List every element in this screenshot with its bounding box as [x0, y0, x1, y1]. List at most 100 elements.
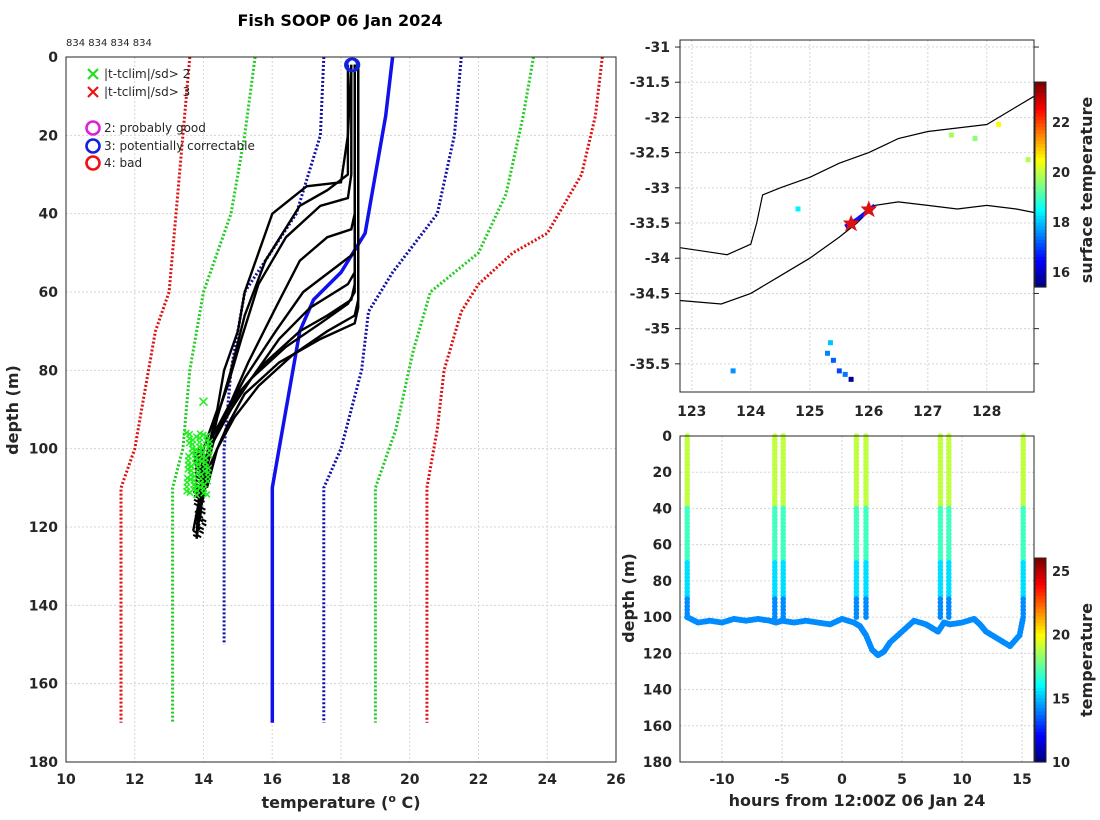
profile-bottom-noise [200, 506, 206, 511]
section-x-tick-label: 0 [837, 772, 847, 788]
sst-colorbar-segment [1035, 246, 1046, 251]
section-cast-point [853, 614, 860, 620]
outlier-2sd-marker [197, 470, 205, 478]
sst-colorbar-segment [1035, 88, 1046, 93]
legend-label: 3: potentially correctable [104, 139, 255, 153]
sst-colorbar-segment [1035, 191, 1046, 196]
sst-colorbar-segment [1035, 181, 1046, 186]
temperature-colorbar-segment [1035, 687, 1046, 692]
profile-x-tick-label: 16 [263, 772, 282, 788]
profile-bottom-noise [192, 533, 199, 539]
map-y-tick-label: -33.5 [630, 216, 670, 232]
profile-x-tick-label: 10 [56, 772, 76, 788]
outlier-2sd-marker [190, 472, 198, 480]
sst-colorbar-segment [1035, 187, 1046, 192]
temperature-colorbar-segment [1035, 622, 1046, 627]
temperature-colorbar-segment [1035, 738, 1046, 743]
temperature-colorbar-segment [1035, 660, 1046, 664]
temperature-colorbar-segment [1035, 680, 1046, 685]
ship-track [842, 200, 878, 232]
sst-colorbar-segment [1035, 259, 1046, 264]
sst-patch [848, 376, 854, 382]
map-x-ticks: 123 124 125 126 127 128 [677, 404, 1001, 420]
profile-bottom-noise [195, 522, 201, 527]
temperature-colorbar-segment [1035, 653, 1046, 658]
profile-y-tick-label: 180 [29, 755, 58, 771]
temperature-colorbar-segment [1035, 714, 1046, 719]
sst-colorbar-segment [1035, 228, 1046, 233]
profile-y-tick-label: 20 [39, 128, 59, 144]
outlier-2sd-marker [187, 462, 195, 470]
sst-colorbar-segment [1035, 225, 1046, 230]
section-cast-point [772, 614, 778, 620]
sst-patch [730, 368, 736, 374]
temperature-colorbar-segment [1035, 694, 1046, 698]
sst-colorbar-segment [1035, 232, 1046, 237]
sst-colorbar-segment [1035, 143, 1046, 148]
sst-colorbar-segment [1035, 266, 1046, 271]
temperature-colorbar-segment [1035, 649, 1046, 654]
map-x-tick-label: 128 [972, 404, 1001, 420]
sst-colorbar-segment [1035, 242, 1046, 247]
profile-y-ticks: 0 20 40 60 80 100 120 140 160 180 [29, 50, 58, 771]
sst-colorbar-segment [1035, 157, 1046, 162]
section-x-axis-label: hours from 12:00Z 06 Jan 24 [729, 791, 986, 810]
profile-bottom-noise [198, 530, 205, 535]
temperature-colorbar-segment [1035, 755, 1046, 760]
profile-gridlines [65, 56, 617, 763]
profile-chart-title: Fish SOOP 06 Jan 2024 [238, 11, 443, 30]
sst-colorbar-segment [1035, 95, 1046, 100]
temperature-colorbar-segment [1035, 728, 1046, 732]
sst-colorbar-segment [1035, 136, 1046, 141]
map-x-tick-label: 125 [795, 404, 824, 420]
profile-bottom-noise [201, 518, 207, 523]
sst-patch [1025, 157, 1031, 163]
sst-colorbar-segment [1035, 208, 1046, 213]
profile-x-tick-label: 26 [606, 772, 625, 788]
sst-colorbar-segment [1035, 129, 1046, 134]
section-cast-point [937, 614, 944, 620]
sst-colorbar-segment [1035, 167, 1046, 172]
profile-x-tick-label: 22 [469, 772, 488, 788]
sst-colorbar-segment [1035, 249, 1046, 254]
map-contour-north [679, 95, 1035, 256]
climatology-mean-3sd [119, 56, 192, 723]
profile-y-axis-label: depth (m) [3, 365, 22, 455]
map-x-tick-label: 123 [677, 404, 706, 420]
sst-colorbar-segment [1035, 283, 1046, 288]
sst-colorbar-segment [1035, 102, 1046, 107]
qc-flag-circle [345, 57, 361, 73]
map-x-tick-label: 127 [913, 404, 942, 420]
temperature-colorbar-tick-label: 20 [1052, 629, 1070, 644]
profile-bottom-noise [193, 498, 199, 503]
temperature-colorbar-tick-label: 25 [1052, 565, 1070, 580]
legend-label: |t-tclim|/sd> 2 [104, 67, 190, 81]
legend-circle-marker [85, 138, 101, 154]
section-x-ticks: -10 -5 0 5 10 15 [709, 772, 1031, 788]
section-bottom-point [1019, 617, 1026, 624]
sst-colorbar-frame [1034, 81, 1047, 288]
track-start-star [860, 200, 878, 218]
sst-colorbar-segment [1035, 218, 1046, 223]
map-plot-frame [679, 39, 1035, 393]
temperature-colorbar-segment [1035, 734, 1046, 739]
profile-y-tick-label: 0 [48, 50, 58, 66]
temperature-colorbar-segment [1035, 578, 1046, 583]
temperature-colorbar-segment [1035, 707, 1046, 712]
profile-y-tick-label: 140 [29, 598, 58, 614]
sst-colorbar-segment [1035, 211, 1046, 216]
outlier-2sd-marker [198, 397, 209, 407]
sst-colorbar-segment [1035, 146, 1046, 151]
section-x-tick-label: -10 [709, 772, 735, 788]
sst-colorbar-segment [1035, 82, 1046, 87]
section-y-tick-label: 160 [643, 719, 672, 735]
temperature-colorbar-segment [1035, 612, 1046, 617]
profile-x-tick-label: 24 [538, 772, 558, 788]
profile-y-tick-label: 160 [29, 677, 58, 693]
temperature-profile-line [195, 64, 350, 539]
profile-bottom-noise [200, 510, 206, 515]
temperature-colorbar-tick-label: 15 [1052, 692, 1070, 707]
outlier-markers [182, 57, 361, 499]
outlier-2sd-marker [199, 444, 207, 452]
sst-colorbar-segment [1035, 198, 1046, 203]
